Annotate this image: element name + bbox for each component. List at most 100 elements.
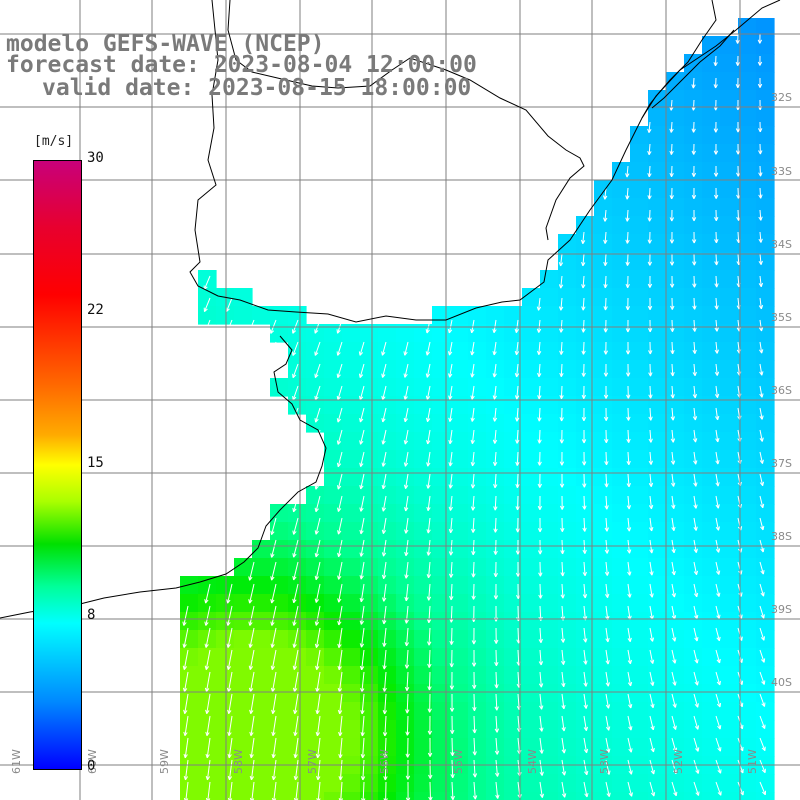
wind-speed-cell bbox=[612, 414, 631, 433]
wind-speed-cell bbox=[594, 360, 613, 379]
wind-arrow bbox=[314, 495, 321, 513]
wind-arrow bbox=[359, 473, 365, 490]
wind-arrow bbox=[471, 517, 476, 533]
wind-speed-cell bbox=[180, 666, 199, 685]
coastline-argentina bbox=[0, 335, 327, 619]
wind-speed-cell bbox=[414, 648, 433, 667]
wind-speed-cell bbox=[684, 270, 703, 289]
wind-arrow bbox=[627, 737, 633, 753]
wind-speed-cell bbox=[360, 702, 379, 721]
lat-label: 35S bbox=[771, 311, 792, 324]
wind-speed-cell bbox=[306, 540, 325, 559]
wind-arrow bbox=[492, 319, 497, 334]
wind-arrow bbox=[447, 341, 453, 356]
wind-arrow bbox=[428, 759, 433, 779]
wind-speed-cell bbox=[630, 792, 649, 800]
wind-speed-cell bbox=[576, 486, 595, 505]
wind-arrow bbox=[693, 583, 699, 598]
wind-speed-cell bbox=[720, 144, 739, 163]
wind-speed-cell bbox=[252, 594, 271, 613]
wind-arrow bbox=[293, 693, 299, 715]
wind-arrow bbox=[336, 341, 343, 356]
wind-speed-cell bbox=[648, 612, 667, 631]
wind-speed-cell bbox=[594, 288, 613, 307]
wind-arrow bbox=[581, 275, 586, 289]
wind-arrow bbox=[693, 627, 699, 642]
wind-speed-cell bbox=[612, 288, 631, 307]
wind-speed-cell bbox=[738, 594, 757, 613]
wind-arrow bbox=[691, 231, 697, 244]
wind-speed-cell bbox=[684, 522, 703, 541]
wind-speed-cell bbox=[522, 432, 541, 451]
wind-speed-cell bbox=[270, 594, 289, 613]
wind-speed-cell bbox=[666, 270, 685, 289]
wind-arrow bbox=[603, 209, 608, 222]
wind-speed-cell bbox=[216, 576, 235, 595]
wind-speed-cell bbox=[522, 468, 541, 487]
wind-arrow bbox=[714, 319, 719, 332]
wind-speed-cell bbox=[522, 666, 541, 685]
wind-speed-cell bbox=[468, 378, 487, 397]
wind-arrow bbox=[248, 671, 255, 692]
wind-speed-cell bbox=[666, 216, 685, 235]
wind-speed-cell bbox=[522, 738, 541, 757]
wind-speed-cell bbox=[648, 504, 667, 523]
wind-speed-cell bbox=[270, 738, 289, 757]
wind-arrow bbox=[315, 649, 321, 671]
wind-speed-cell bbox=[324, 612, 343, 631]
wind-arrow bbox=[671, 693, 677, 708]
wind-speed-cell bbox=[576, 234, 595, 253]
wind-speed-cell bbox=[414, 432, 433, 451]
wind-arrow bbox=[538, 561, 543, 577]
wind-arrow bbox=[493, 517, 498, 533]
wind-speed-cell bbox=[432, 360, 451, 379]
lon-label: 54W bbox=[526, 749, 539, 774]
wind-arrow bbox=[583, 715, 589, 731]
latitude-labels: 32S 33S 34S 35S 36S 37S 38S 39S 40S bbox=[771, 91, 792, 689]
wind-speed-cell bbox=[684, 720, 703, 739]
wind-speed-cell bbox=[378, 342, 397, 361]
wind-arrow bbox=[691, 77, 696, 89]
wind-arrow bbox=[583, 759, 589, 776]
wind-speed-cell bbox=[234, 792, 253, 800]
wind-arrows bbox=[182, 33, 767, 800]
lon-label: 61W bbox=[10, 749, 23, 774]
wind-speed-cell bbox=[306, 648, 325, 667]
wind-speed-cell bbox=[720, 306, 739, 325]
wind-speed-cell bbox=[648, 774, 667, 793]
wind-arrow bbox=[492, 429, 498, 444]
wind-arrow bbox=[604, 495, 609, 510]
wind-speed-cell bbox=[306, 594, 325, 613]
wind-speed-cell bbox=[684, 702, 703, 721]
wind-speed-cell bbox=[720, 342, 739, 361]
wind-speed-cell bbox=[396, 432, 415, 451]
wind-speed-cell bbox=[468, 720, 487, 739]
wind-speed-cell bbox=[756, 144, 775, 163]
wind-speed-cell bbox=[486, 594, 505, 613]
wind-arrow bbox=[735, 77, 741, 89]
wind-speed-cell bbox=[504, 378, 523, 397]
wind-speed-cell bbox=[504, 720, 523, 739]
wind-arrow bbox=[604, 473, 609, 488]
wind-arrow bbox=[647, 143, 652, 156]
wind-speed-cell bbox=[630, 144, 649, 163]
wind-arrow bbox=[561, 759, 567, 776]
wind-speed-cell bbox=[540, 702, 559, 721]
wind-speed-cell bbox=[522, 486, 541, 505]
wind-speed-cell bbox=[648, 432, 667, 451]
wind-speed-cell bbox=[432, 792, 451, 800]
wind-speed-cell bbox=[396, 558, 415, 577]
wind-arrow bbox=[337, 649, 343, 671]
wind-arrow bbox=[715, 781, 722, 796]
wind-speed-cell bbox=[558, 486, 577, 505]
wind-speed-cell bbox=[702, 738, 721, 757]
wind-arrow bbox=[292, 627, 299, 648]
lat-label: 39S bbox=[771, 603, 792, 616]
wind-speed-cell bbox=[630, 558, 649, 577]
wind-arrow bbox=[625, 341, 631, 355]
wind-speed-cell bbox=[738, 234, 757, 253]
wind-speed-cell bbox=[414, 684, 433, 703]
wind-speed-cell bbox=[702, 414, 721, 433]
wind-speed-cell bbox=[180, 594, 199, 613]
wind-arrow bbox=[205, 715, 211, 737]
